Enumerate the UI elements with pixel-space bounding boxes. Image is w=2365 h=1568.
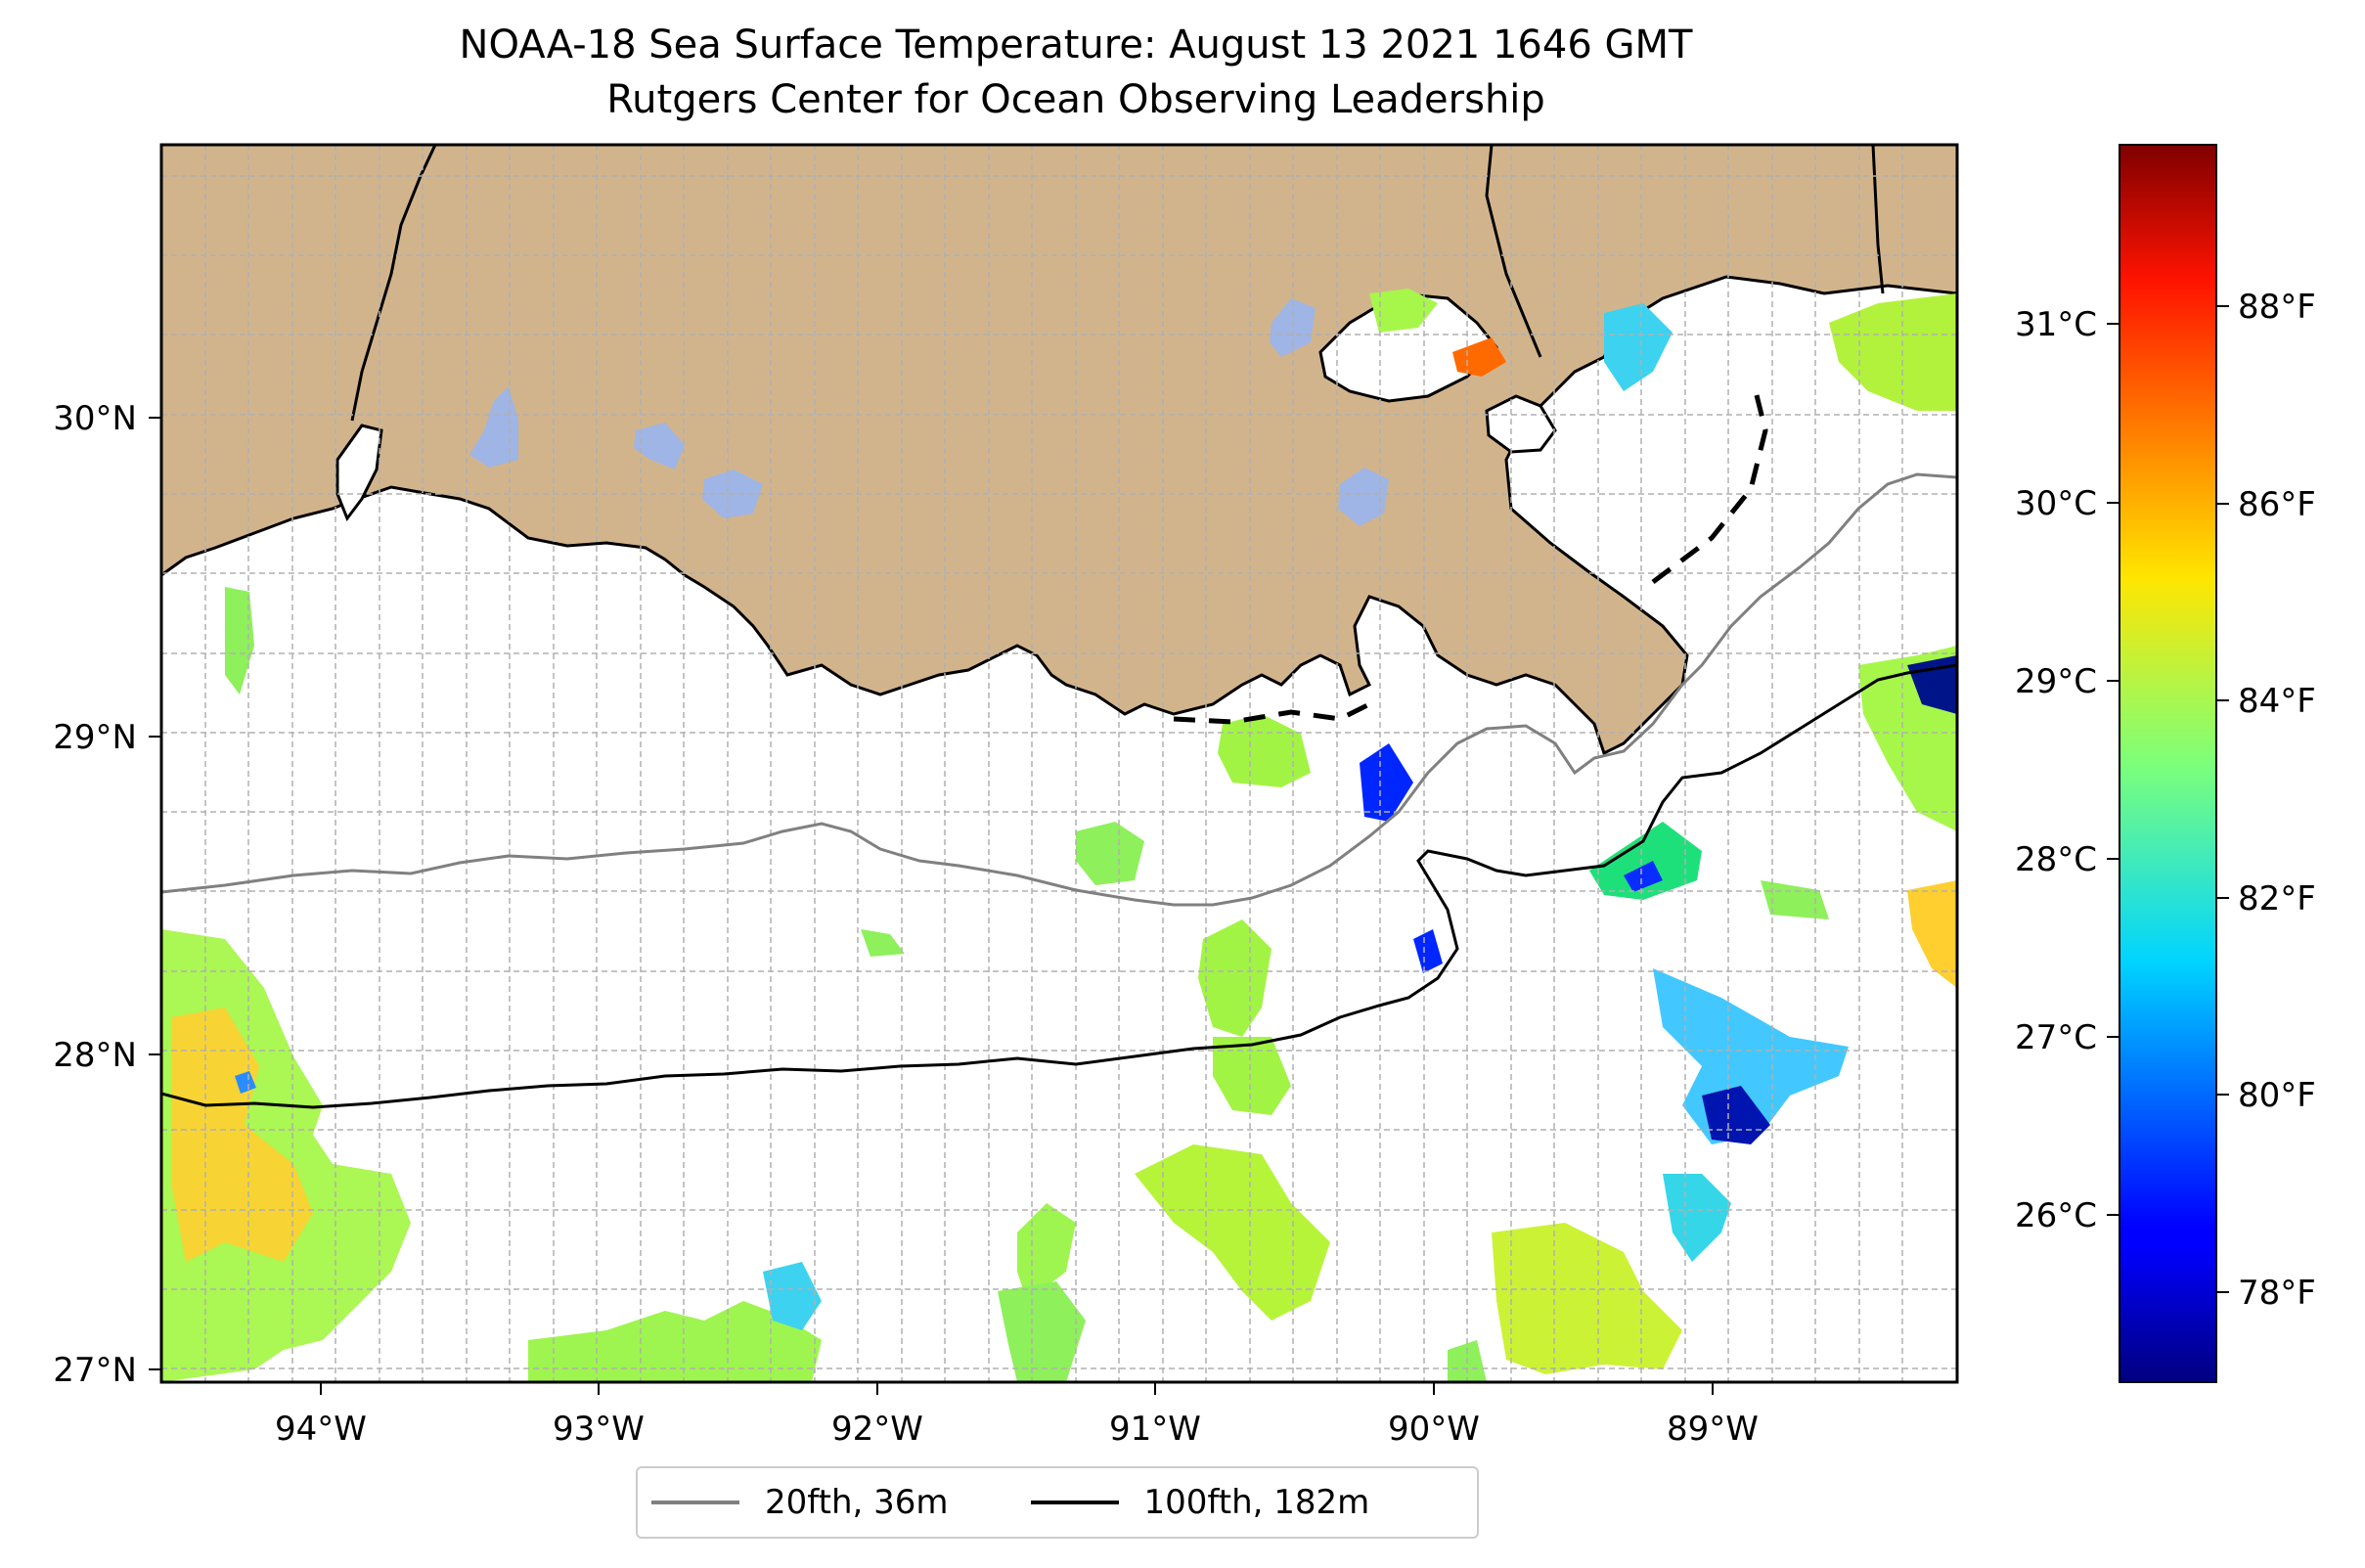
lon-label: 92°W [831, 1410, 923, 1449]
legend-item-100fth: 100fth, 182m [1017, 1483, 1370, 1522]
fahrenheit-label: 82°F [2238, 879, 2316, 918]
sst-patch [171, 1008, 313, 1262]
graticule [161, 145, 1957, 1382]
legend-label-20fth: 20fth, 36m [765, 1483, 949, 1522]
sst-patch [1198, 919, 1272, 1037]
inland-lake [469, 386, 518, 468]
sst-patch [998, 1281, 1086, 1382]
celsius-label: 30°C [2015, 484, 2097, 523]
fahrenheit-label: 84°F [2238, 682, 2316, 721]
celsius-label: 29°C [2015, 662, 2097, 701]
lon-ticks [320, 1382, 1714, 1395]
fahrenheit-label: 80°F [2238, 1076, 2316, 1115]
inland-lake [1338, 468, 1389, 526]
sst-patch [1452, 337, 1506, 377]
lat-ticks [149, 417, 161, 1370]
sst-patch [1663, 1174, 1731, 1262]
sst-patch [1624, 861, 1663, 892]
lon-label: 94°W [275, 1410, 367, 1449]
title-line-1: NOAA-18 Sea Surface Temperature: August … [459, 22, 1693, 67]
sst-patch [1492, 1223, 1682, 1374]
sst-patch [225, 587, 254, 694]
sst-patch [528, 1301, 822, 1382]
legend-swatch-20fth [651, 1501, 739, 1504]
inland-lake [1270, 298, 1316, 357]
sst-patch [1135, 1144, 1330, 1321]
celsius-label: 27°C [2015, 1018, 2097, 1057]
celsius-label: 28°C [2015, 840, 2097, 879]
sst-patch [861, 929, 905, 957]
lake-borgne [1485, 394, 1557, 454]
map-frame [159, 143, 1959, 1384]
legend-item-20fth: 20fth, 36m [638, 1483, 1017, 1522]
sst-patch [1761, 880, 1829, 919]
fahrenheit-label: 86°F [2238, 485, 2316, 524]
lat-label: 27°N [53, 1351, 137, 1390]
title-line-2: Rutgers Center for Ocean Observing Leade… [606, 77, 1545, 122]
sst-patch [235, 1071, 256, 1094]
fahrenheit-label: 88°F [2238, 288, 2316, 327]
sst-patch [1907, 880, 1957, 988]
delta-channel [1651, 390, 1768, 584]
sst-patch [1017, 1203, 1076, 1301]
delta-channel [1173, 701, 1371, 725]
lat-label: 29°N [53, 718, 137, 757]
lat-label: 28°N [53, 1036, 137, 1075]
isobath-100fth [161, 663, 1957, 1109]
land-louisiana [161, 145, 1957, 756]
lon-label: 89°W [1667, 1410, 1759, 1449]
lat-label: 30°N [53, 399, 137, 438]
legend-swatch-100fth [1030, 1501, 1119, 1504]
sst-patch [763, 1262, 822, 1330]
sst-patch [1829, 293, 1957, 411]
state-boundary [1485, 145, 1542, 358]
colorbar [2119, 144, 2217, 1383]
lon-label: 93°W [553, 1410, 645, 1449]
legend-label-100fth: 100fth, 182m [1143, 1483, 1370, 1522]
lon-label: 90°W [1388, 1410, 1480, 1449]
celsius-label: 31°C [2015, 305, 2097, 344]
state-boundary [1871, 145, 1885, 294]
sst-patch [1213, 1037, 1291, 1115]
celsius-tick-marks [2107, 323, 2120, 1216]
sst-patch [1653, 968, 1849, 1144]
sst-patch [1360, 743, 1413, 822]
sst-patch [1589, 822, 1702, 900]
sst-patch [1604, 303, 1673, 391]
isobath-20fth [161, 472, 1957, 907]
inland-lake [634, 423, 685, 470]
calcasieu-lake [335, 424, 383, 522]
fahrenheit-label: 78°F [2238, 1274, 2316, 1313]
sst-patch [1076, 822, 1144, 885]
legend: 20fth, 36m 100fth, 182m [636, 1466, 1479, 1539]
celsius-label: 26°C [2015, 1196, 2097, 1235]
sst-patch [1369, 289, 1438, 333]
lon-label: 91°W [1109, 1410, 1201, 1449]
sst-patch [1413, 929, 1443, 973]
fahrenheit-tick-marks [2216, 305, 2229, 1293]
